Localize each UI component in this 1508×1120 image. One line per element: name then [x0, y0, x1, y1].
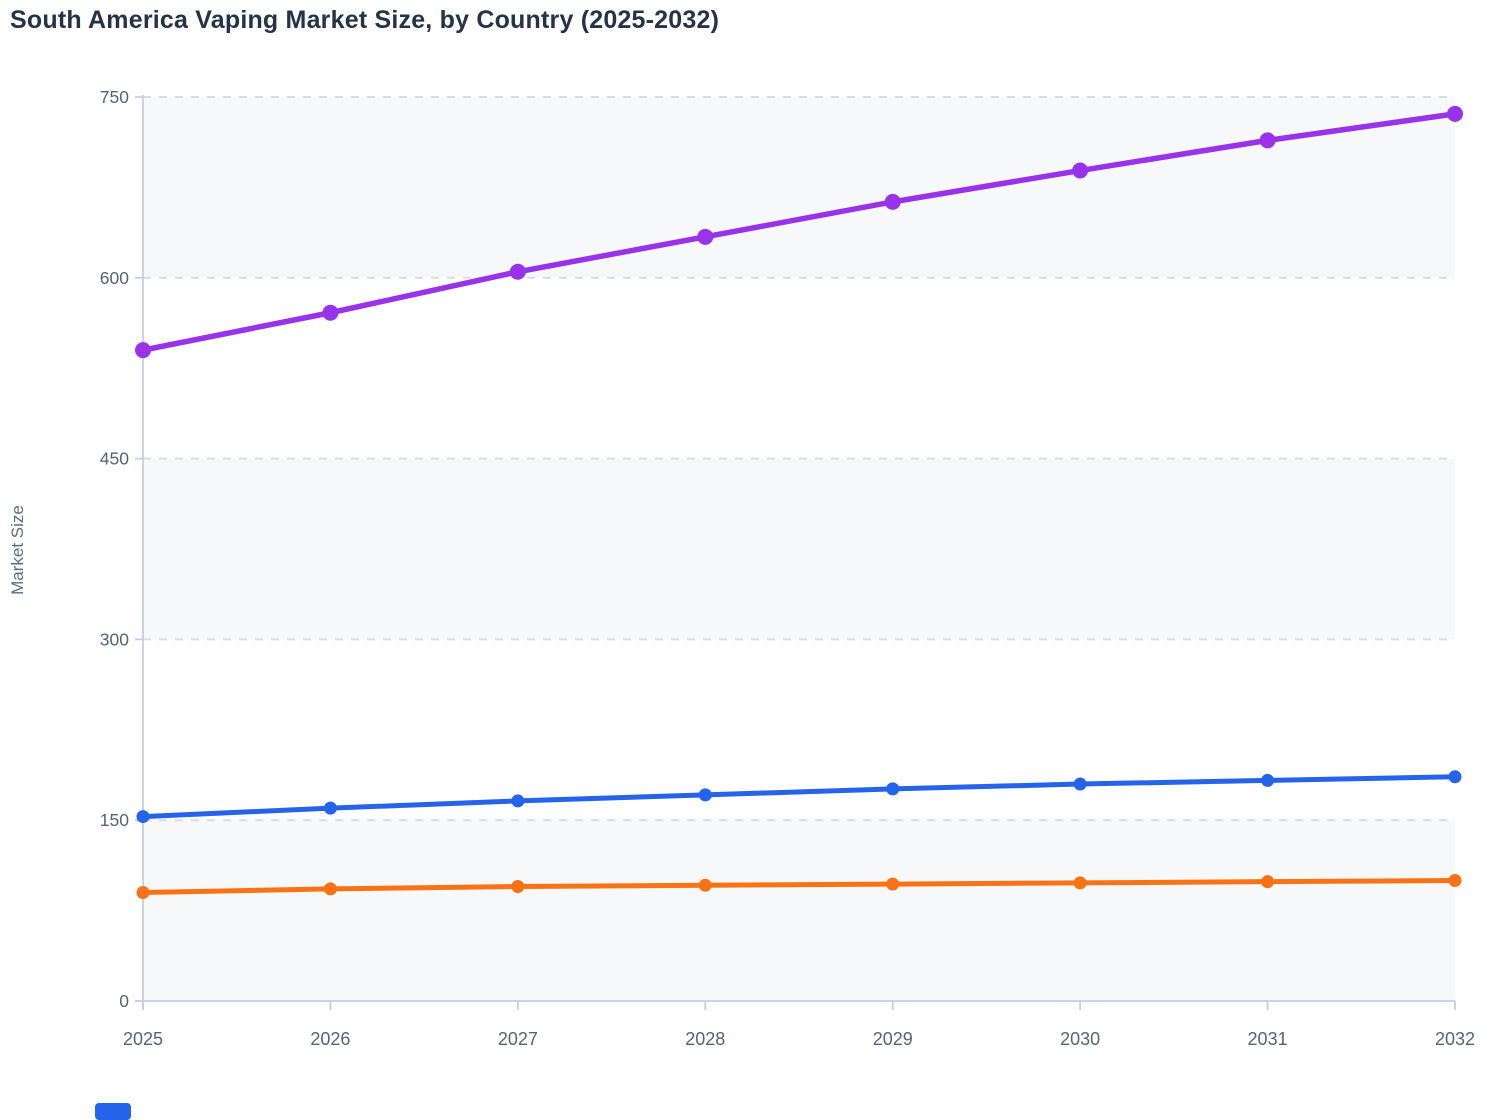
purple-series-point — [1447, 105, 1463, 122]
orange-series-point — [136, 886, 150, 900]
x-tick-label: 2031 — [1248, 1029, 1288, 1049]
plot-band — [143, 820, 1455, 1001]
orange-series-point — [698, 878, 712, 892]
blue-series-point — [1261, 773, 1275, 787]
purple-series-point — [884, 193, 901, 210]
x-tick-label: 2030 — [1060, 1029, 1100, 1049]
blue-series-point — [698, 788, 712, 802]
y-tick-label: 750 — [100, 87, 129, 107]
purple-series-line — [140, 111, 1458, 353]
orange-series-point — [511, 879, 525, 893]
blue-series-line — [140, 774, 1458, 820]
purple-series-point — [1259, 132, 1276, 149]
orange-series-point — [1261, 875, 1275, 889]
x-tick-label: 2028 — [685, 1029, 725, 1049]
orange-series-line — [140, 877, 1458, 896]
orange-series-point — [886, 877, 900, 891]
y-tick-label: 150 — [100, 810, 129, 830]
x-tick-label: 2025 — [123, 1029, 163, 1049]
plot-band — [143, 458, 1455, 640]
orange-series-point — [1448, 873, 1462, 887]
blue-series-point — [136, 810, 150, 824]
purple-series-point — [697, 228, 714, 245]
blue-series-point — [1448, 770, 1462, 784]
x-tick-label: 2027 — [498, 1029, 538, 1049]
x-tick-label: 2029 — [873, 1029, 913, 1049]
purple-series-point — [509, 263, 526, 280]
plot-band — [143, 97, 1455, 278]
blue-series-point — [323, 801, 337, 815]
blue-series-point — [1073, 777, 1087, 791]
purple-series-point — [322, 304, 339, 321]
y-tick-label: 0 — [119, 991, 129, 1011]
blue-series-point — [886, 782, 900, 796]
purple-series-point — [135, 342, 151, 359]
purple-series-point — [1072, 162, 1089, 179]
blue-series-point — [511, 794, 525, 808]
y-tick-label: 600 — [100, 268, 129, 288]
x-tick-label: 2032 — [1435, 1029, 1475, 1049]
y-tick-label: 450 — [100, 449, 129, 469]
y-tick-label: 300 — [100, 629, 129, 649]
orange-series-point — [1073, 876, 1087, 890]
chart-title: South America Vaping Market Size, by Cou… — [10, 6, 720, 34]
orange-series-point — [323, 882, 337, 896]
legend-swatch-partial[interactable] — [95, 1103, 131, 1120]
x-tick-label: 2026 — [310, 1029, 350, 1049]
